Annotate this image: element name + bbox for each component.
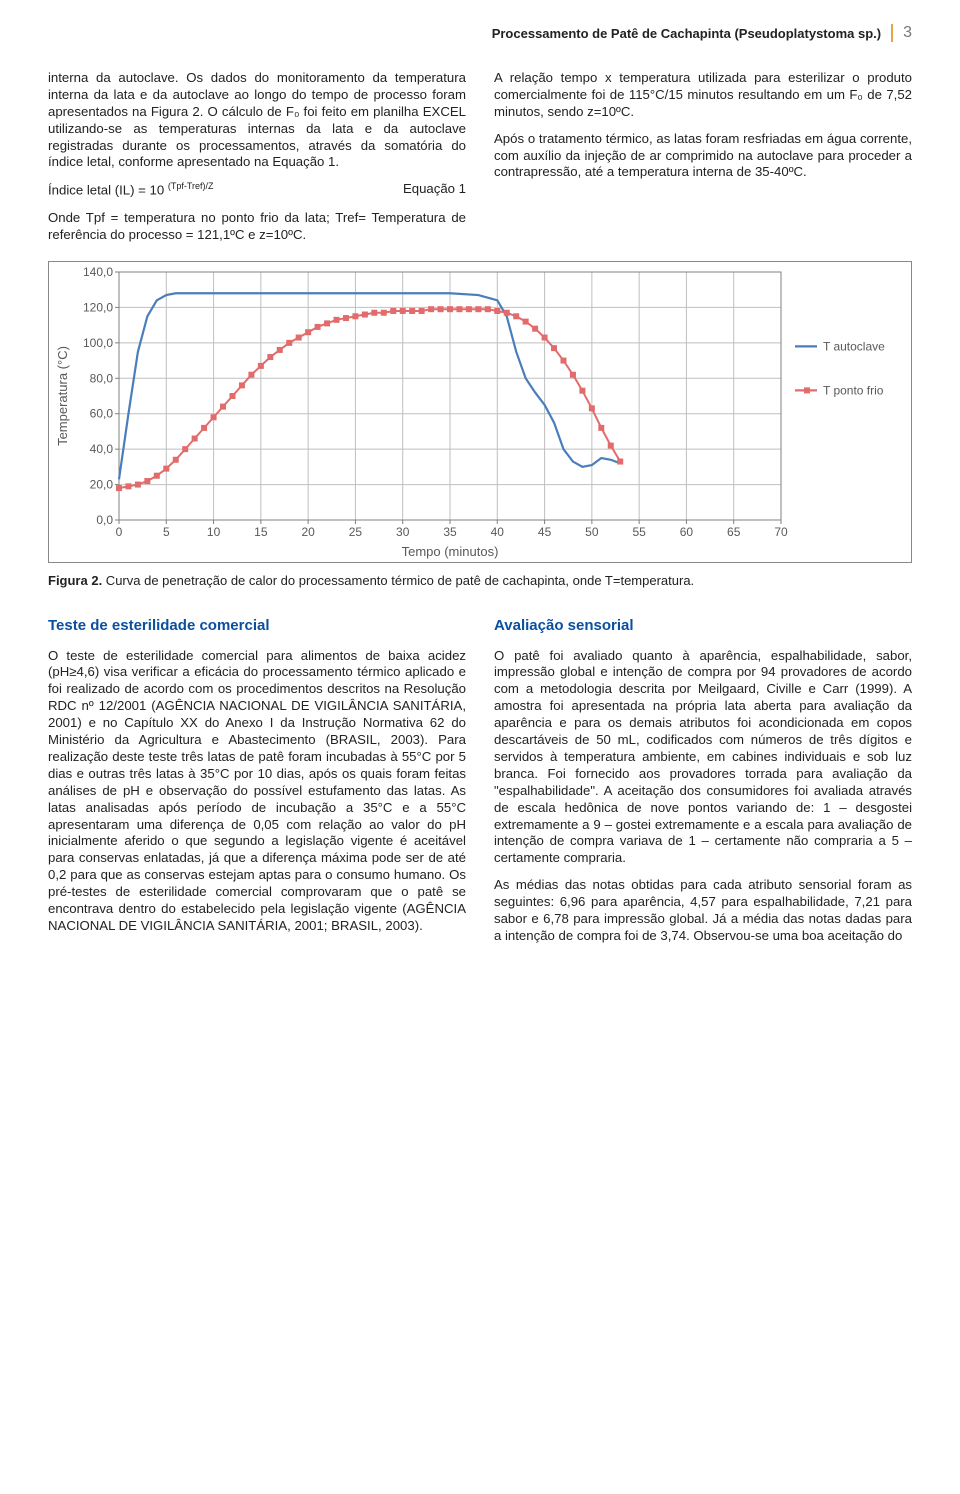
section-heading-sensory: Avaliação sensorial [494, 616, 912, 635]
paragraph: interna da autoclave. Os dados do monito… [48, 70, 466, 171]
svg-text:50: 50 [585, 525, 599, 539]
equation-expression: Índice letal (IL) = 10 (Tpf-Tref)/Z [48, 181, 214, 199]
page-number: 3 [891, 24, 912, 42]
svg-text:65: 65 [727, 525, 741, 539]
svg-text:20: 20 [301, 525, 315, 539]
svg-text:Tempo (minutos): Tempo (minutos) [402, 544, 499, 559]
bottom-right-column: Avaliação sensorial O patê foi avaliado … [494, 606, 912, 954]
line-chart-svg: 0,0 20,0 40,0 60,0 80,0 100,0 120,0 140,0 0 5 10 15… [49, 262, 911, 562]
section-heading-sterility: Teste de esterilidade comercial [48, 616, 466, 635]
svg-text:T ponto frio: T ponto frio [823, 384, 884, 398]
svg-text:70: 70 [774, 525, 788, 539]
svg-text:45: 45 [538, 525, 552, 539]
svg-text:120,0: 120,0 [83, 301, 113, 315]
equation-row: Índice letal (IL) = 10 (Tpf-Tref)/Z Equa… [48, 181, 466, 199]
svg-text:T autoclave: T autoclave [823, 340, 885, 354]
svg-text:60: 60 [680, 525, 694, 539]
svg-text:10: 10 [207, 525, 221, 539]
svg-text:100,0: 100,0 [83, 336, 113, 350]
bottom-columns: Teste de esterilidade comercial O teste … [48, 606, 912, 954]
paragraph: Onde Tpf = temperatura no ponto frio da … [48, 210, 466, 244]
svg-text:15: 15 [254, 525, 268, 539]
svg-text:55: 55 [632, 525, 646, 539]
svg-text:Temperatura (°C): Temperatura (°C) [55, 346, 70, 446]
bottom-left-column: Teste de esterilidade comercial O teste … [48, 606, 466, 954]
top-columns: interna da autoclave. Os dados do monito… [48, 70, 912, 253]
svg-text:0,0: 0,0 [96, 513, 113, 527]
paragraph: O patê foi avaliado quanto à aparência, … [494, 648, 912, 868]
running-header-title: Processamento de Patê de Cachapinta (Pse… [492, 26, 891, 41]
running-header: Processamento de Patê de Cachapinta (Pse… [48, 24, 912, 42]
svg-text:30: 30 [396, 525, 410, 539]
figure-caption-text: Curva de penetração de calor do processa… [102, 573, 694, 588]
figure-2-caption: Figura 2. Curva de penetração de calor d… [48, 573, 912, 588]
svg-text:0: 0 [116, 525, 123, 539]
figure-label: Figura 2. [48, 573, 102, 588]
top-right-column: A relação tempo x temperatura utilizada … [494, 70, 912, 253]
svg-text:40: 40 [491, 525, 505, 539]
figure-2-chart: 0,0 20,0 40,0 60,0 80,0 100,0 120,0 140,0 0 5 10 15… [48, 261, 912, 563]
paragraph: Após o tratamento térmico, as latas fora… [494, 131, 912, 182]
paragraph: A relação tempo x temperatura utilizada … [494, 70, 912, 121]
svg-text:60,0: 60,0 [90, 407, 114, 421]
svg-text:5: 5 [163, 525, 170, 539]
svg-text:25: 25 [349, 525, 363, 539]
svg-text:40,0: 40,0 [90, 443, 114, 457]
equation-number: Equação 1 [403, 181, 466, 199]
svg-text:140,0: 140,0 [83, 265, 113, 279]
paragraph: O teste de esterilidade comercial para a… [48, 648, 466, 935]
svg-text:35: 35 [443, 525, 457, 539]
svg-text:20,0: 20,0 [90, 478, 114, 492]
svg-text:80,0: 80,0 [90, 372, 114, 386]
top-left-column: interna da autoclave. Os dados do monito… [48, 70, 466, 253]
paragraph: As médias das notas obtidas para cada at… [494, 877, 912, 945]
